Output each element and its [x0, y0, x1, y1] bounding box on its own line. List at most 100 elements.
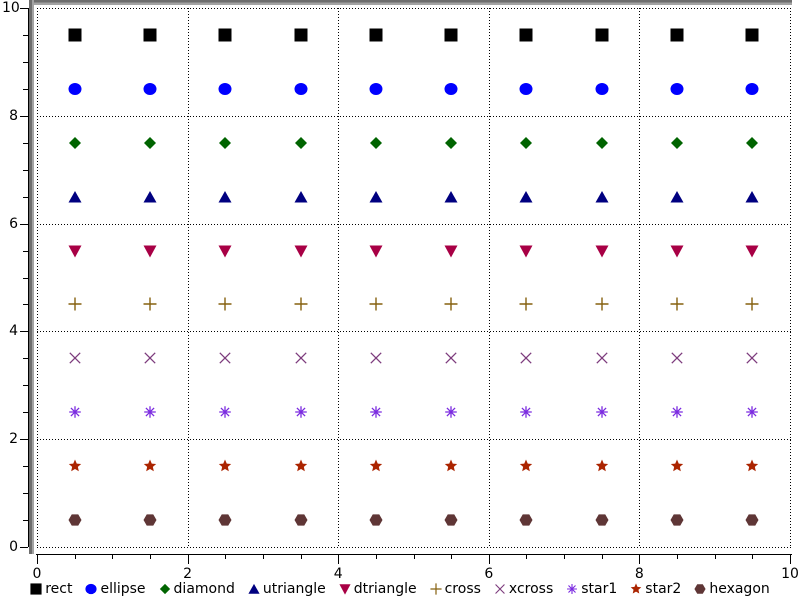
rect-marker-icon [68, 28, 82, 42]
utriangle-marker-icon [294, 190, 308, 203]
gridline-vertical [37, 8, 38, 548]
diamond-marker-icon [68, 136, 81, 149]
utriangle-marker-icon [369, 190, 383, 203]
cross-marker-icon [745, 297, 759, 311]
x-minor-tick [413, 554, 415, 559]
star2-marker-icon [369, 459, 383, 472]
x-major-tick [790, 554, 791, 564]
xcross-marker-icon [294, 352, 307, 365]
legend-label: diamond [173, 581, 235, 597]
ellipse-marker-icon [595, 82, 609, 95]
gridline-vertical [338, 8, 340, 548]
y-minor-tick [23, 493, 28, 495]
legend-item-cross: cross [430, 581, 481, 597]
legend-label: ellipse [100, 581, 146, 597]
star1-marker-icon [68, 406, 81, 419]
gridline-horizontal [37, 223, 791, 225]
dtriangle-marker-icon [595, 245, 609, 258]
x-minor-tick [300, 554, 302, 559]
hexagon-marker-icon [595, 514, 609, 526]
y-minor-tick [23, 34, 28, 36]
star2-marker-icon [746, 459, 759, 472]
hexagon-marker-icon [143, 514, 157, 526]
xcross-marker-icon [520, 352, 533, 365]
hexagon-marker-icon [519, 514, 533, 526]
hexagon-marker-icon [745, 514, 759, 526]
rect-marker-icon [294, 28, 308, 42]
y-minor-tick [23, 385, 28, 387]
gridline-horizontal [37, 115, 791, 117]
star1-marker-icon [595, 406, 608, 419]
ellipse-marker-icon [218, 82, 232, 95]
cross-marker-icon [595, 297, 609, 311]
star1-marker-icon [520, 406, 533, 419]
diamond-marker-icon [595, 136, 608, 149]
y-tick-label: 0 [9, 539, 18, 555]
y-minor-tick [23, 61, 28, 63]
legend-label: xcross [508, 581, 554, 597]
y-tick-label: 4 [9, 323, 18, 340]
diamond-marker-icon [143, 136, 156, 149]
x-minor-tick [451, 554, 453, 559]
dtriangle-marker-icon [519, 245, 533, 258]
hexagon-marker-icon [694, 584, 706, 594]
star1-marker-icon [671, 406, 683, 419]
hexagon-marker-icon [369, 514, 383, 526]
dtriangle-marker-icon [339, 584, 351, 595]
cross-marker-icon [519, 297, 533, 311]
x-minor-tick [714, 554, 716, 559]
star1-marker-icon [445, 406, 457, 419]
x-minor-tick [677, 554, 679, 559]
rect-marker-icon [143, 28, 157, 42]
cross-marker-icon [143, 297, 157, 311]
utriangle-marker-icon [444, 190, 458, 203]
hexagon-marker-icon [444, 514, 458, 526]
legend-item-dtriangle: dtriangle [339, 581, 417, 597]
legend-label: star1 [581, 581, 618, 597]
dtriangle-marker-icon [444, 245, 458, 258]
star1-marker-icon [144, 406, 156, 419]
utriangle-marker-icon [745, 190, 759, 203]
utriangle-marker-icon [595, 190, 609, 203]
star1-marker-icon [746, 406, 759, 419]
xcross-marker-icon [596, 352, 608, 365]
rect-marker-icon [444, 28, 458, 42]
diamond-marker-icon [294, 136, 307, 149]
x-tick-label: 6 [484, 566, 494, 582]
dtriangle-marker-icon [143, 245, 157, 258]
y-major-tick [20, 115, 28, 117]
ellipse-marker-icon [519, 82, 533, 95]
plot-frame-left [29, 0, 34, 554]
diamond-marker-icon [520, 136, 533, 149]
gridline-vertical [639, 8, 641, 548]
legend-label: dtriangle [353, 581, 417, 597]
legend-item-xcross: xcross [494, 581, 553, 597]
x-minor-tick [112, 554, 114, 559]
x-major-tick [37, 554, 38, 564]
xcross-marker-icon [219, 352, 231, 365]
star2-marker-icon [294, 459, 307, 472]
x-major-tick [187, 554, 189, 564]
legend-item-star1: star1 [566, 581, 617, 597]
legend-item-hexagon: hexagon [694, 581, 770, 597]
dtriangle-marker-icon [745, 245, 759, 258]
utriangle-marker-icon [68, 190, 82, 203]
xcross-marker-icon [370, 352, 382, 365]
y-minor-tick [23, 412, 28, 414]
y-minor-tick [23, 250, 28, 252]
hexagon-marker-icon [670, 514, 684, 526]
xcross-marker-icon [495, 584, 505, 594]
x-minor-tick [74, 554, 76, 559]
xcross-marker-icon [746, 352, 759, 365]
star2-marker-icon [444, 459, 458, 472]
y-tick-label: 2 [9, 431, 18, 448]
gridline-vertical [488, 8, 490, 548]
gridline-horizontal [37, 8, 791, 9]
gridline-vertical [790, 8, 791, 548]
x-tick-label: 10 [781, 566, 799, 582]
cross-marker-icon [369, 297, 383, 311]
utriangle-marker-icon [143, 190, 157, 203]
x-tick-label: 0 [32, 566, 42, 582]
y-major-tick [20, 223, 28, 225]
x-tick-label: 2 [183, 566, 193, 582]
